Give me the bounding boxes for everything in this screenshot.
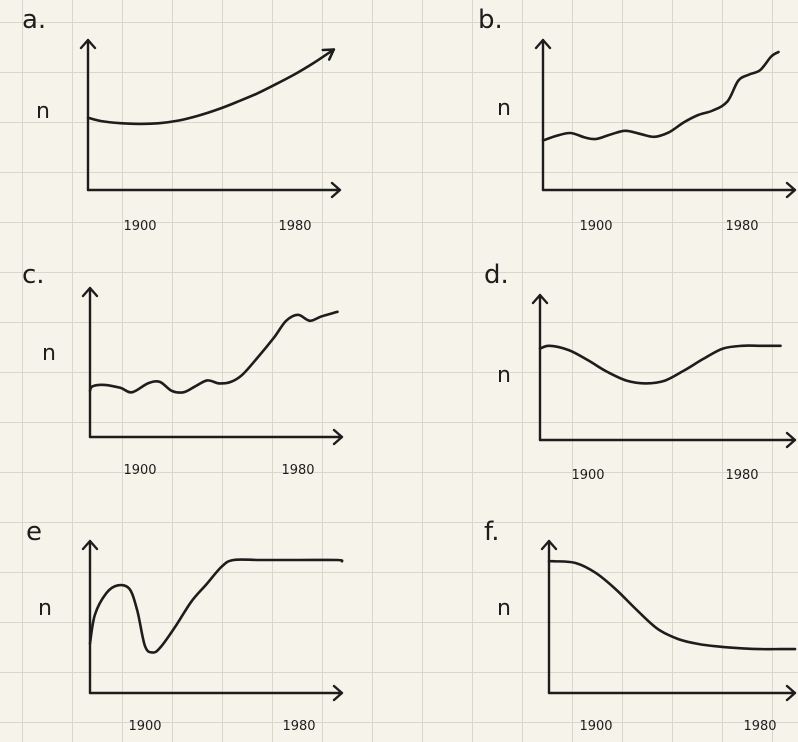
x-tick-label-f-1900: 1900 — [579, 719, 612, 734]
graph-panel-d: d. n 1900 1980 — [484, 260, 797, 483]
trend-curve-e — [88, 558, 344, 654]
y-axis-f — [540, 539, 558, 695]
y-axis-label-f: n — [497, 596, 511, 621]
x-tick-label-c-1980: 1980 — [281, 463, 314, 478]
x-axis-a — [86, 181, 342, 199]
graph-panel-b: b. n 1900 1980 — [478, 5, 797, 234]
x-tick-label-a-1900: 1900 — [123, 219, 156, 234]
x-tick-label-b-1900: 1900 — [579, 219, 612, 234]
x-axis-e — [88, 684, 344, 702]
graph-panel-c: c. n 1900 1980 — [22, 260, 344, 478]
x-tick-label-a-1980: 1980 — [278, 219, 311, 234]
y-axis-label-c: n — [42, 341, 56, 366]
x-tick-label-e-1900: 1900 — [128, 719, 161, 734]
y-axis-label-d: n — [497, 363, 511, 388]
trend-curve-f — [547, 559, 797, 651]
x-axis-d — [538, 431, 797, 449]
panel-label-d: d. — [484, 260, 509, 290]
y-axis-b — [534, 38, 552, 192]
trend-curve-c — [88, 310, 339, 394]
x-axis-c — [88, 428, 344, 446]
panel-label-b: b. — [478, 5, 503, 35]
y-axis-label-b: n — [497, 96, 511, 121]
y-axis-d — [531, 293, 549, 442]
x-tick-label-d-1980: 1980 — [725, 468, 758, 483]
x-tick-label-f-1980: 1980 — [743, 719, 776, 734]
y-axis-c — [81, 286, 99, 439]
y-axis-label-e: n — [38, 596, 52, 621]
graph-panel-e: e n 1900 1980 — [26, 517, 344, 734]
trend-curve-a — [86, 48, 336, 126]
trend-curve-d — [538, 344, 782, 385]
graph-panel-a: a. n 1900 1980 — [22, 5, 342, 234]
panel-label-e: e — [26, 517, 42, 547]
curve-arrowhead-a — [321, 48, 336, 61]
x-tick-label-c-1900: 1900 — [123, 463, 156, 478]
x-axis-b — [541, 181, 797, 199]
y-axis-e — [81, 539, 99, 695]
x-axis-f — [547, 684, 797, 702]
panel-label-c: c. — [22, 260, 45, 290]
panel-label-f: f. — [484, 517, 500, 547]
x-tick-label-b-1980: 1980 — [725, 219, 758, 234]
graph-panel-f: f. n 1900 1980 — [484, 517, 797, 734]
y-axis-label-a: n — [36, 99, 50, 124]
y-axis-a — [79, 38, 97, 192]
x-tick-label-d-1900: 1900 — [571, 468, 604, 483]
x-tick-label-e-1980: 1980 — [282, 719, 315, 734]
panel-label-a: a. — [22, 5, 46, 35]
trend-curve-b — [541, 50, 780, 142]
